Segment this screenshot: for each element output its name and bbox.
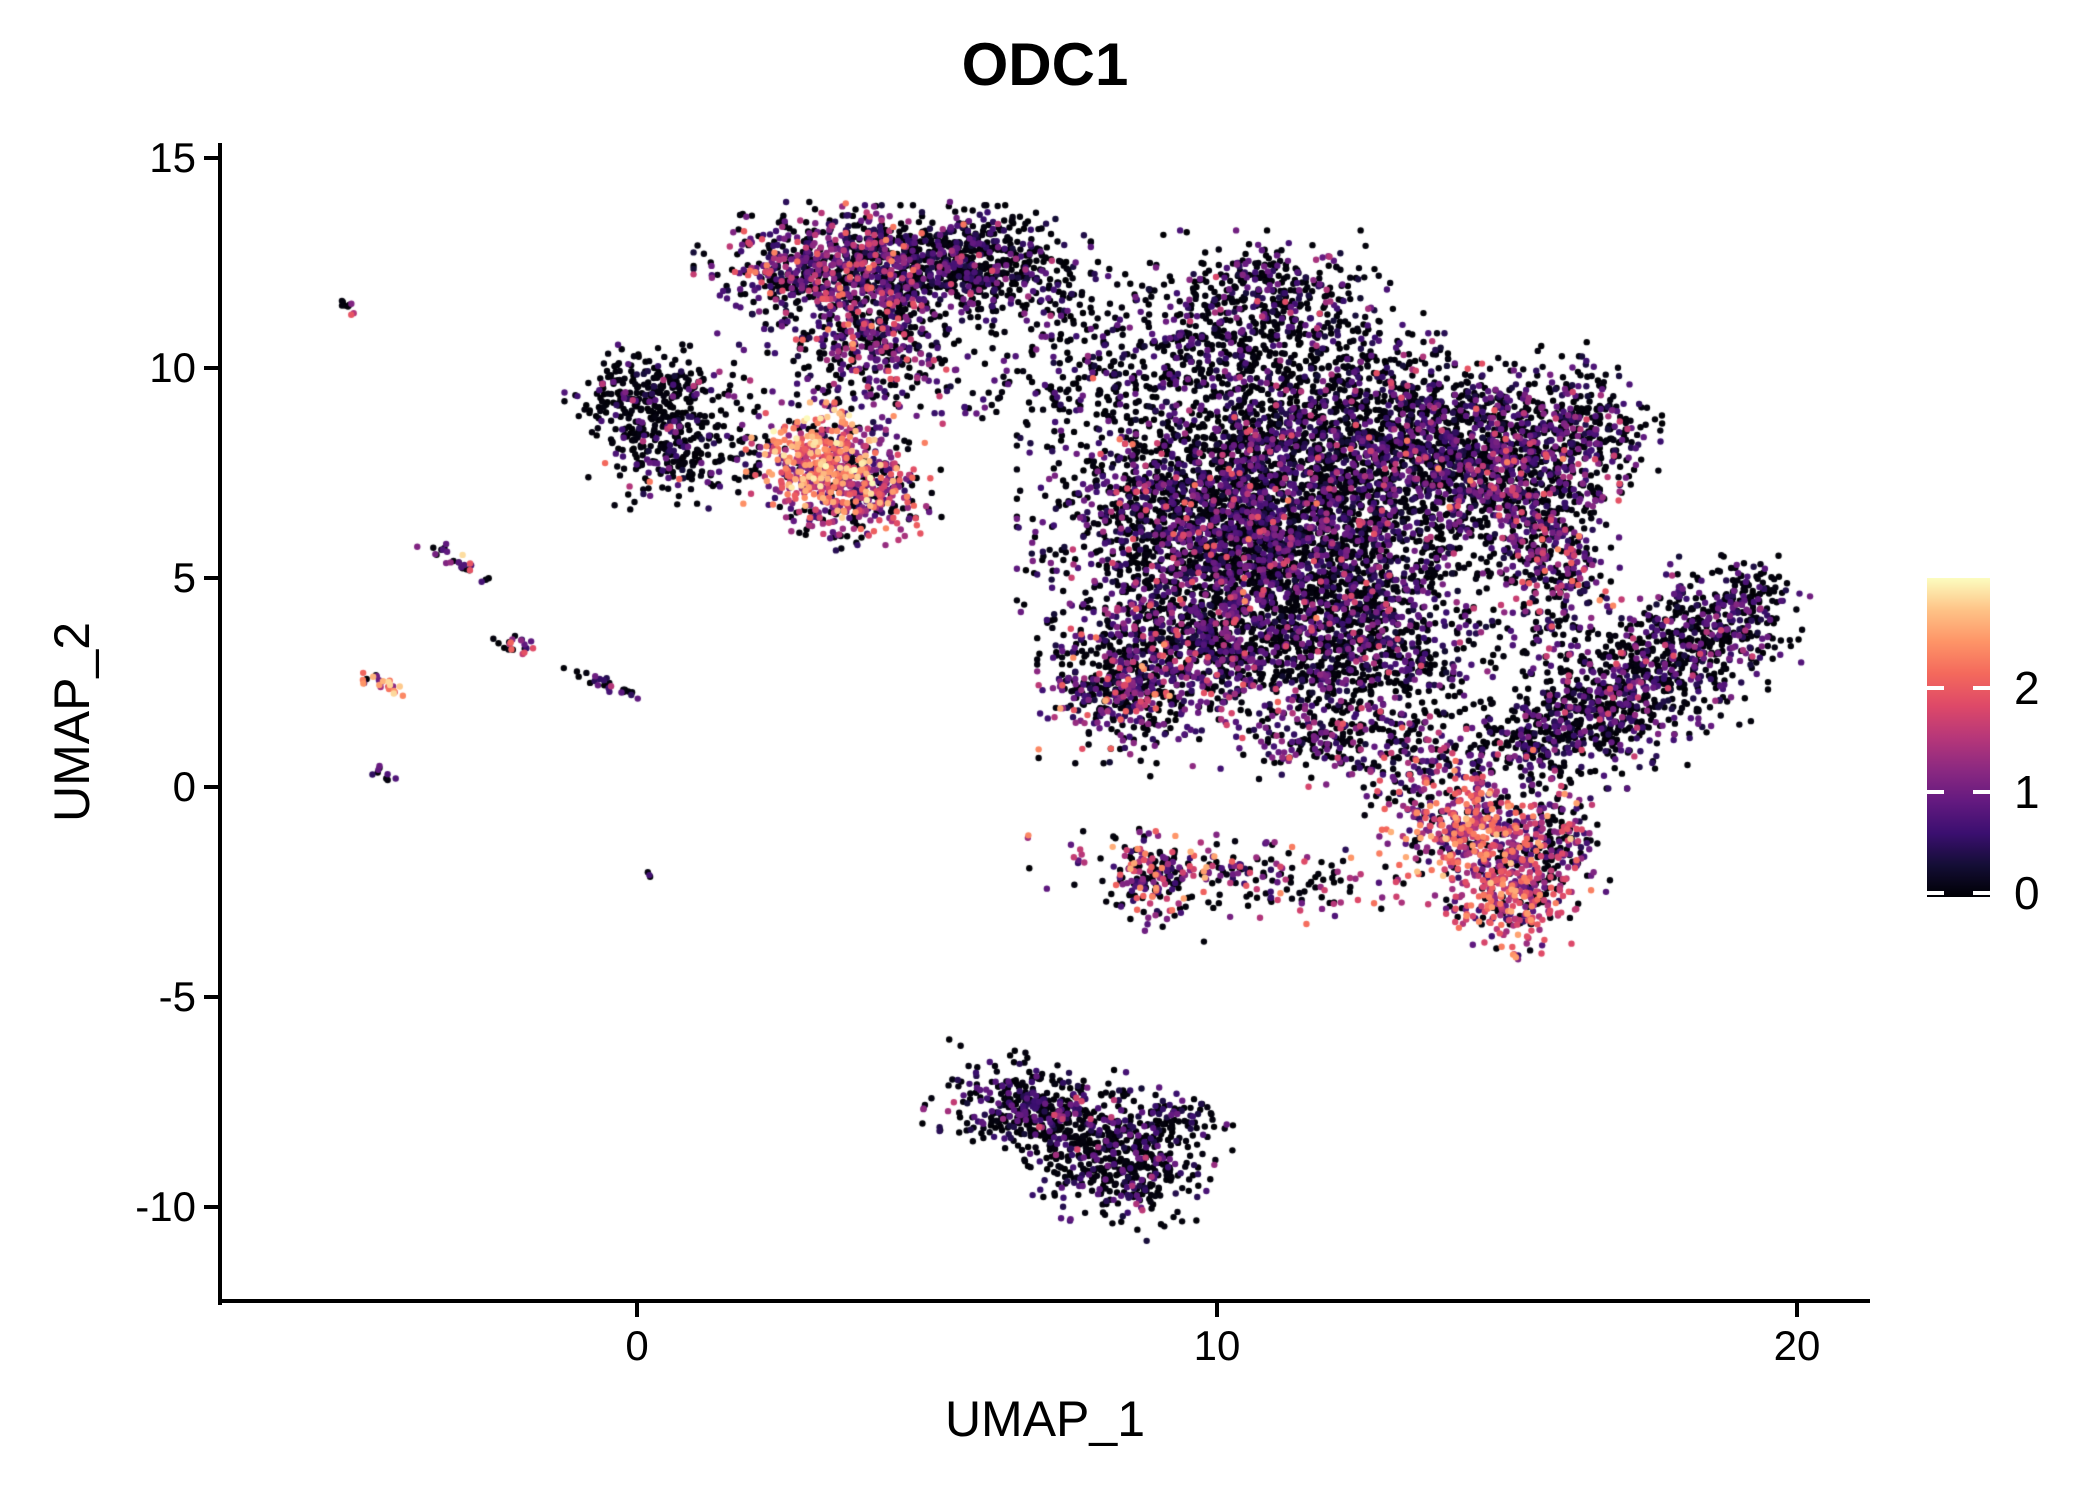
plot-title: ODC1: [961, 31, 1129, 98]
y-tick-mark: [204, 365, 218, 370]
colorbar-gradient: [1927, 578, 1990, 897]
x-axis-label: UMAP_1: [944, 1391, 1146, 1447]
colorbar-tick-mark: [1927, 790, 1944, 795]
y-tick-label: 15: [149, 134, 196, 181]
x-tick-label: 20: [1773, 1322, 1821, 1369]
x-tick-label: 0: [625, 1322, 649, 1369]
y-tick-label: 10: [149, 343, 196, 391]
colorbar-tick-mark: [1973, 685, 1990, 690]
x-axis-line: [218, 1299, 1870, 1303]
x-tick-label: 10: [1193, 1322, 1241, 1369]
colorbar-tick-mark: [1973, 891, 1990, 895]
colorbar-tick-label: 2: [2014, 661, 2040, 714]
y-tick-label: 0: [172, 763, 196, 811]
y-tick-label: -5: [158, 973, 196, 1021]
x-tick-mark: [1795, 1303, 1799, 1317]
y-axis-line: [218, 143, 222, 1305]
y-tick-label: 5: [172, 553, 196, 601]
x-tick-mark: [635, 1303, 639, 1317]
colorbar-tick-mark: [1927, 685, 1944, 690]
colorbar-tick-label: 0: [2014, 867, 2040, 919]
colorbar-tick-mark: [1927, 891, 1944, 895]
y-axis-label-anchor: UMAP_2: [44, 622, 272, 822]
colorbar-tick-mark: [1973, 790, 1990, 795]
y-tick-label: -10: [135, 1183, 196, 1230]
x-tick-mark: [1215, 1303, 1219, 1317]
y-tick-mark: [204, 156, 218, 160]
y-tick-mark: [204, 575, 218, 580]
y-tick-mark: [204, 785, 218, 790]
colorbar-tick-label: 1: [2014, 766, 2040, 819]
y-tick-mark: [204, 1205, 218, 1209]
y-axis-label: UMAP_2: [44, 621, 100, 823]
y-tick-mark: [204, 995, 218, 1000]
